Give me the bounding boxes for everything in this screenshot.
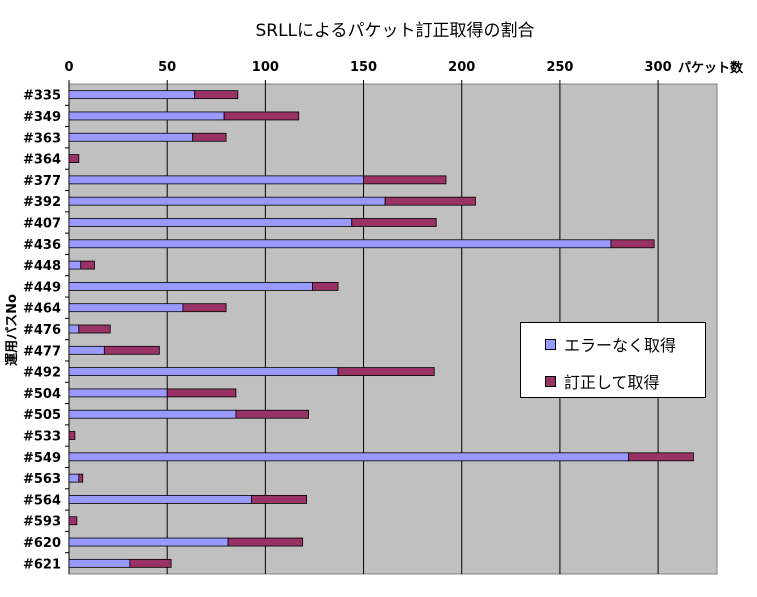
bar-segment bbox=[80, 260, 95, 270]
bar-segment bbox=[337, 367, 435, 377]
legend-swatch-series-1 bbox=[545, 338, 556, 350]
y-tick-label: #621 bbox=[23, 557, 61, 572]
bar-segment bbox=[192, 132, 227, 142]
bar-segment bbox=[166, 388, 237, 398]
bar-segment bbox=[68, 281, 313, 291]
bar-segment bbox=[68, 537, 229, 547]
legend: エラーなく取得 訂正して取得 bbox=[520, 322, 706, 398]
y-tick-label: #448 bbox=[23, 259, 61, 274]
x-tick-label: 50 bbox=[158, 60, 176, 75]
bar-segment bbox=[68, 388, 168, 398]
bar-segment bbox=[610, 239, 655, 249]
y-tick-label: #392 bbox=[23, 195, 61, 210]
y-tick-label: #335 bbox=[23, 89, 61, 104]
bar-segment bbox=[628, 452, 694, 462]
x-tick-label: 200 bbox=[448, 60, 475, 75]
y-tick-label: #533 bbox=[23, 430, 61, 445]
bar-segment bbox=[129, 558, 172, 568]
bar-segment bbox=[68, 495, 253, 504]
bar-segment bbox=[68, 324, 80, 334]
bar-segment bbox=[227, 537, 304, 547]
bar-segment bbox=[182, 303, 227, 313]
legend-label-series-1: エラーなく取得 bbox=[564, 336, 677, 355]
x-tick-label: 150 bbox=[350, 60, 377, 75]
bar-segment bbox=[68, 260, 82, 270]
y-tick-label: #364 bbox=[23, 153, 61, 168]
bar-segment bbox=[68, 196, 386, 206]
bar-segment bbox=[68, 452, 630, 462]
bar-segment bbox=[68, 132, 194, 142]
y-tick-label: #377 bbox=[23, 174, 61, 189]
y-tick-label: #563 bbox=[23, 472, 61, 487]
y-tick-label: #492 bbox=[23, 366, 61, 381]
y-tick-label: #505 bbox=[23, 408, 61, 423]
bar-segment bbox=[68, 431, 76, 440]
y-tick-label: #476 bbox=[23, 323, 61, 338]
bar-segment bbox=[68, 409, 237, 419]
y-tick-label: #464 bbox=[23, 302, 61, 317]
y-tick-label: #477 bbox=[23, 344, 61, 359]
legend-swatch-series-2 bbox=[545, 375, 556, 387]
bar-segment bbox=[68, 175, 364, 185]
bar-segment bbox=[78, 473, 84, 483]
plot-area: 0 50 100 150 200 250 300 #335 #349 #363 #364 #377 #3… bbox=[23, 60, 718, 575]
y-tick-label: #620 bbox=[23, 536, 61, 551]
y-tick-label: #407 bbox=[23, 216, 61, 231]
x-tick-label: 250 bbox=[546, 60, 573, 75]
bar-segment bbox=[103, 345, 160, 355]
x-tick-label: 300 bbox=[645, 60, 672, 75]
bar-segment bbox=[194, 90, 239, 100]
bar-segment bbox=[68, 218, 353, 227]
legend-item-series-2: 訂正して取得 bbox=[545, 370, 660, 392]
bar-segment bbox=[68, 516, 78, 526]
y-tick-label: #564 bbox=[23, 493, 61, 508]
bar-segment bbox=[78, 324, 111, 334]
bar-segment bbox=[68, 303, 184, 313]
y-tick-label: #449 bbox=[23, 280, 61, 295]
y-axis-label: 運用パスNo bbox=[5, 294, 20, 366]
y-tick-label: #593 bbox=[23, 515, 61, 530]
bar-segment bbox=[251, 495, 307, 504]
y-tick-label: #349 bbox=[23, 110, 61, 125]
y-tick-label: #436 bbox=[23, 238, 61, 253]
x-axis-label: パケット数 bbox=[678, 60, 744, 76]
y-tick-label: #549 bbox=[23, 451, 61, 466]
bar-segment bbox=[68, 558, 131, 568]
bar-segment bbox=[68, 239, 612, 249]
bar-segment bbox=[235, 409, 309, 419]
bar-segment bbox=[223, 111, 300, 121]
bar-segment bbox=[68, 345, 105, 355]
y-tick-label: #363 bbox=[23, 131, 61, 146]
bar-segment bbox=[351, 218, 437, 227]
bar-segment bbox=[384, 196, 476, 206]
bar-segment bbox=[68, 111, 225, 121]
chart-title: SRLLによるパケット訂正取得の割合 bbox=[255, 21, 534, 41]
bar-segment bbox=[68, 90, 196, 100]
bar-segment bbox=[68, 367, 339, 377]
bar-segment bbox=[312, 281, 339, 291]
x-tick-label: 100 bbox=[252, 60, 279, 75]
y-tick-label: #504 bbox=[23, 387, 61, 402]
legend-label-series-2: 訂正して取得 bbox=[564, 373, 660, 392]
bar-segment bbox=[363, 175, 447, 185]
legend-item-series-1: エラーなく取得 bbox=[545, 333, 676, 355]
bar-segment bbox=[68, 154, 80, 163]
bar-segment bbox=[68, 473, 80, 483]
x-tick-label: 0 bbox=[64, 60, 73, 75]
